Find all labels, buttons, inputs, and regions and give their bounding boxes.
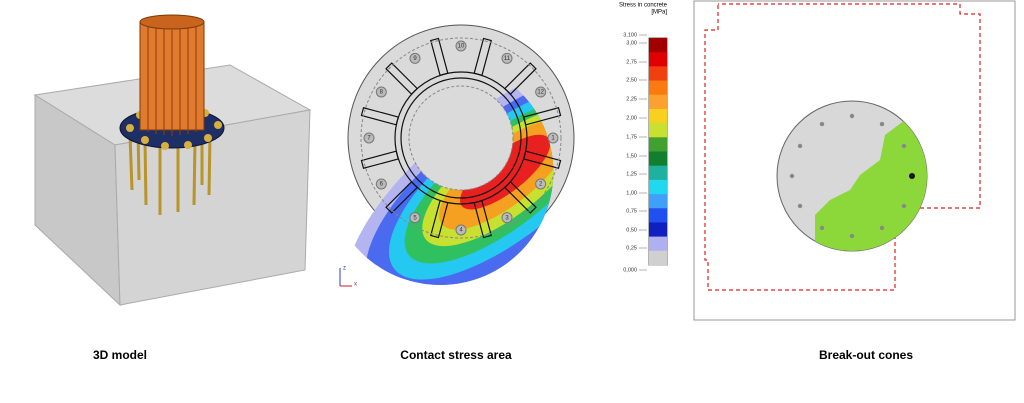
- color-legend: [648, 37, 668, 266]
- stiffener: [522, 150, 562, 169]
- anchor-label: 2: [539, 182, 543, 188]
- caption: 3D model: [93, 348, 147, 362]
- anchor-dot: [901, 143, 907, 149]
- anchor-label: 3: [505, 215, 509, 221]
- contact-stress-plot: [345, 24, 599, 322]
- stiffener: [473, 199, 492, 239]
- anchor: [501, 52, 513, 64]
- anchor-dot: [909, 173, 915, 179]
- stiffener: [473, 37, 492, 77]
- legend-tick-label: 2,75: [626, 59, 637, 65]
- legend-tick-label: 2,00: [626, 115, 637, 121]
- anchor-label: 12: [537, 90, 544, 96]
- anchor-label: 9: [413, 56, 417, 62]
- legend-tick-label: 1,25: [626, 171, 637, 177]
- legend-swatch: [649, 137, 667, 152]
- stiffener: [385, 180, 419, 214]
- anchor-label: 11: [504, 56, 511, 62]
- anchor-dot: [789, 173, 795, 179]
- legend-swatch: [649, 222, 667, 237]
- legend-title: Stress in concrete: [619, 3, 668, 9]
- anchor-dot: [849, 233, 855, 239]
- anchor-label: 7: [367, 136, 371, 142]
- anchor-label: 6: [380, 182, 384, 188]
- legend-swatch: [649, 66, 667, 81]
- stiffener: [503, 180, 537, 214]
- legend-swatch: [649, 94, 667, 110]
- anchor: [409, 212, 421, 224]
- legend-tick-label: 1,75: [626, 134, 637, 140]
- breakout-plot: [693, 0, 1016, 321]
- axis-label: x: [354, 282, 357, 288]
- anchor: [535, 86, 547, 98]
- anchor-dot: [819, 121, 825, 127]
- legend-tick-label: 2,25: [626, 96, 637, 102]
- legend-swatch: [649, 123, 667, 138]
- legend-tick-label: 1,00: [626, 190, 637, 196]
- stiffener: [430, 37, 449, 77]
- legend-swatch: [649, 80, 667, 96]
- legend-swatch: [649, 236, 667, 252]
- anchor-dot: [797, 203, 803, 209]
- stiffener: [522, 107, 562, 126]
- axis-label: z: [343, 266, 346, 272]
- legend-swatch: [649, 151, 667, 166]
- anchor-label: 10: [458, 44, 465, 50]
- stiffener: [503, 62, 537, 96]
- legend-tick-label: 3,00: [626, 40, 637, 46]
- anchor: [535, 178, 547, 190]
- anchor-label: 4: [459, 228, 463, 234]
- legend-tick-label: 1,50: [626, 153, 637, 159]
- stiffener: [360, 150, 400, 169]
- legend-swatch: [649, 52, 667, 67]
- anchor: [455, 224, 467, 236]
- legend-swatch: [649, 194, 667, 209]
- anchor: [455, 40, 467, 52]
- legend-tick-label: 0,50: [626, 227, 637, 233]
- anchor: [501, 212, 513, 224]
- legend-tick-label: 0,000: [623, 267, 637, 273]
- anchor-dot: [879, 121, 885, 127]
- stiffener: [360, 107, 400, 126]
- anchor-label: 1: [551, 136, 555, 142]
- legend-tick-label: 2,50: [626, 77, 637, 83]
- caption: Contact stress area: [400, 348, 512, 362]
- legend-tick-label: 0,75: [626, 208, 637, 214]
- stiffener: [385, 62, 419, 96]
- legend-swatch: [649, 165, 667, 181]
- legend-tick-label: 0,25: [626, 245, 637, 251]
- anchor: [363, 132, 375, 144]
- legend-swatch: [649, 179, 667, 195]
- anchor-label: 8: [380, 90, 384, 96]
- anchor-dot: [879, 225, 885, 231]
- stiffener: [430, 199, 449, 239]
- legend-unit: [MPa]: [651, 10, 667, 16]
- anchor-dot: [819, 225, 825, 231]
- caption: Break-out cones: [819, 348, 913, 362]
- legend-tick-label: 3,100: [623, 32, 637, 38]
- anchor-label: 5: [413, 215, 417, 221]
- model-3d: [33, 14, 312, 307]
- anchor: [409, 52, 421, 64]
- legend-swatch: [649, 108, 667, 124]
- anchor-dot: [849, 113, 855, 119]
- legend-swatch: [649, 250, 667, 266]
- anchor: [547, 132, 559, 144]
- axis-indicator: [339, 268, 352, 287]
- anchor-dot: [797, 143, 803, 149]
- legend-swatch: [649, 38, 667, 53]
- anchor-dot: [901, 203, 907, 209]
- legend-swatch: [649, 208, 667, 223]
- anchor: [375, 86, 387, 98]
- anchor: [375, 178, 387, 190]
